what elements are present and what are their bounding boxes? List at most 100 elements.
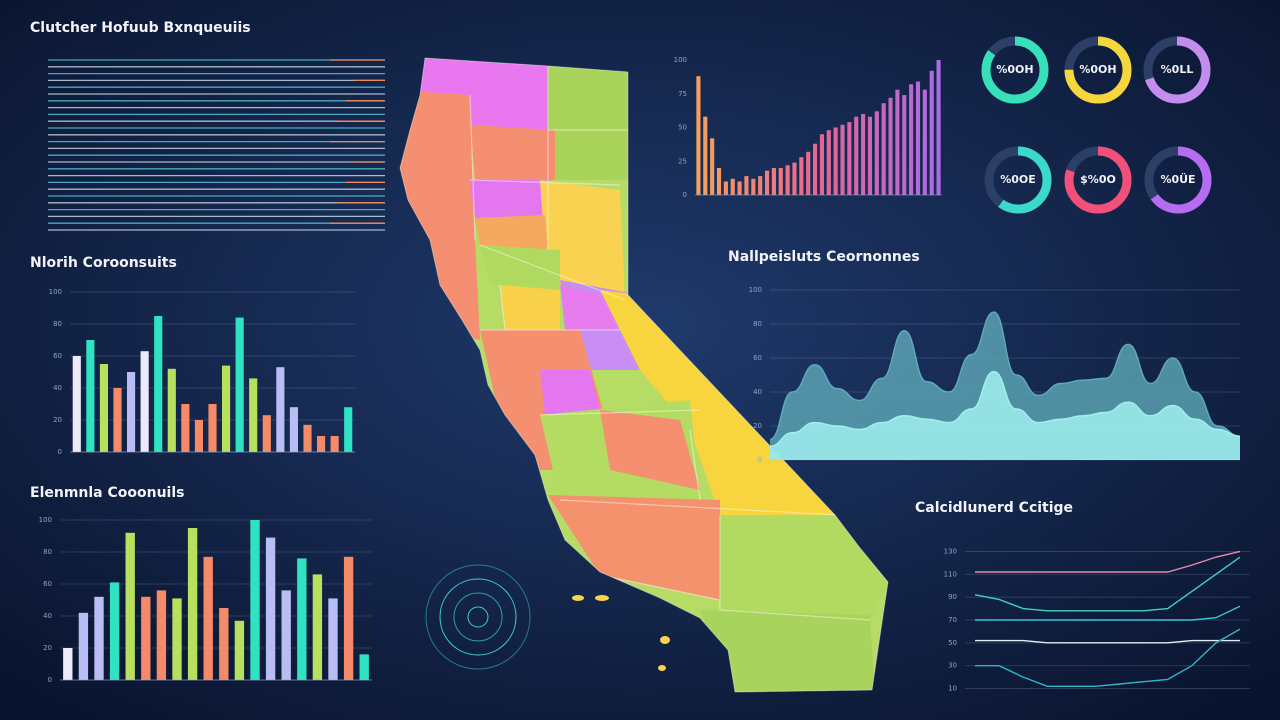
bar [764,170,770,195]
bar [289,407,298,452]
donut-arc [1064,146,1132,214]
donut-arc [1064,36,1132,104]
bar [172,598,182,680]
donut-arc [1144,146,1212,214]
bar [915,81,921,195]
y-tick-label: 20 [43,644,52,652]
y-tick-label: 25 [678,157,687,165]
area-fill [770,371,1240,460]
bar [343,556,354,680]
map-outline [399,57,889,693]
bar [696,76,701,195]
y-tick-label: 90 [948,593,957,601]
y-tick-label: 0 [48,676,52,684]
bar [154,316,163,452]
bar [716,168,722,195]
line [975,550,1241,573]
bar [792,162,797,195]
bar [94,596,104,680]
bar [874,111,879,195]
bar [265,537,276,680]
bar [276,367,285,452]
bar [922,89,927,195]
y-tick-label: 0 [58,448,62,456]
bar [909,84,914,195]
bar [826,130,831,195]
bar [249,378,258,452]
bar [799,157,804,195]
bar [328,598,338,680]
bar [234,620,245,680]
bar [833,127,838,195]
y-tick-label: 100 [674,56,687,64]
bar [806,151,811,195]
bar [703,116,708,195]
bar [359,654,369,680]
bar [888,97,893,195]
y-tick-label: 130 [944,547,957,555]
stripe-panel [48,59,385,231]
bar [710,138,715,195]
donut-label: %0OH [1079,63,1116,76]
y-tick-label: 0 [683,191,687,199]
bar [771,168,776,195]
y-tick-label: 75 [678,90,687,98]
bar [867,116,873,195]
y-tick-label: 100 [39,516,52,524]
y-tick-label: 60 [43,580,52,588]
y-tick-label: 60 [53,352,62,360]
bar [194,420,203,452]
bar [63,648,73,680]
bar [854,116,859,195]
bar [219,608,229,680]
panel-title: Clutcher Hofuub Bxnqueuiis [30,20,251,36]
y-tick-label: 80 [753,320,762,328]
chart-title: Nallpeisluts Ceornonnes [728,249,920,265]
bar [99,364,108,452]
bar [78,612,89,680]
donut-label: %0OE [1000,173,1036,186]
y-tick-label: 40 [53,384,62,392]
bar [250,520,260,680]
bar [125,532,135,680]
y-tick-label: 40 [753,388,762,396]
bar [167,368,176,452]
bar [847,122,852,195]
y-tick-label: 30 [948,662,957,670]
y-tick-label: 80 [43,548,52,556]
bar [181,404,190,452]
bar [819,134,824,195]
bar [235,317,244,452]
bar [222,365,231,452]
y-tick-label: 20 [753,422,762,430]
bar [156,590,167,680]
chart-title: Nlorih Coroonsuits [30,255,177,271]
y-tick-label: 70 [948,616,957,624]
bar [72,356,81,452]
bar [303,424,312,452]
y-tick-label: 10 [948,685,957,693]
donut-label: %0LL [1161,63,1194,76]
y-tick-label: 50 [678,124,687,132]
bar [902,95,907,195]
donut-arc [984,146,1052,214]
bar [281,590,291,680]
bar [262,415,271,452]
y-tick-label: 20 [53,416,62,424]
donut-label: $%0O [1080,173,1116,186]
bar [344,407,353,452]
y-tick-label: 50 [948,639,957,647]
bar [861,114,866,195]
donut-label: %0OH [996,63,1033,76]
bar [141,596,151,680]
bar [312,574,323,680]
y-tick-label: 100 [749,286,762,294]
bar [929,70,934,195]
bar [86,340,95,452]
y-tick-label: 40 [43,612,52,620]
bar [744,176,749,195]
bar [140,351,149,452]
bar [208,404,217,452]
bar [723,181,728,195]
